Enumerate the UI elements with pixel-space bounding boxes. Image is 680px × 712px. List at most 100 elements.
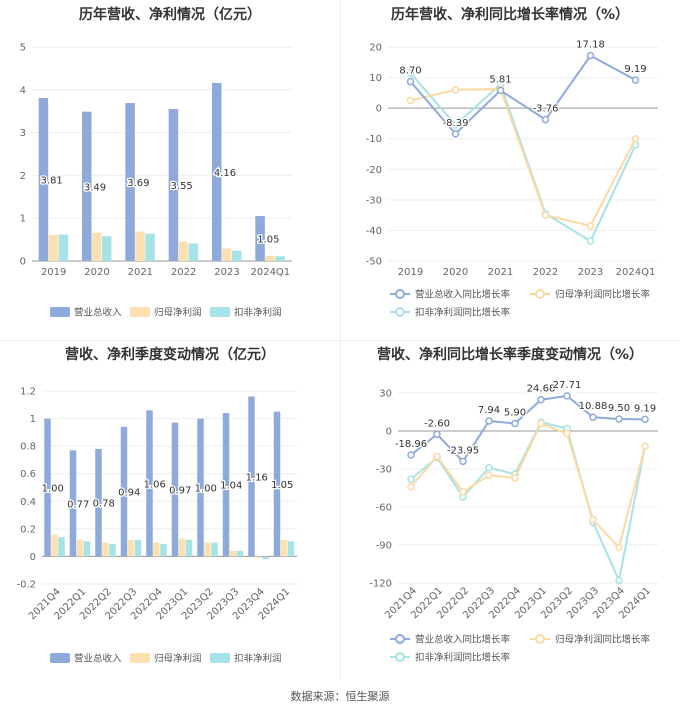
y-tick-label: 1 xyxy=(30,414,36,425)
legend-label: 营业总收入同比增长率 xyxy=(415,289,511,301)
data-point-np_growth xyxy=(407,482,415,491)
bar-revenue xyxy=(168,109,179,261)
bar-net_profit xyxy=(255,556,262,558)
legend-swatch xyxy=(130,653,150,663)
bar-revenue xyxy=(171,422,179,557)
series-line-dp_growth xyxy=(409,72,637,243)
bar-value-label: 4.16 xyxy=(214,168,236,179)
legend-label: 归母净利润同比增长率 xyxy=(555,289,651,301)
y-tick-label: 1 xyxy=(20,214,26,225)
legend-label: 归母净利润同比增长率 xyxy=(555,634,651,646)
bar-value-label: 0.78 xyxy=(93,499,115,510)
legend-label: 扣非净利润同比增长率 xyxy=(415,652,511,664)
bar-net_profit xyxy=(280,539,288,557)
y-tick-label: 0.4 xyxy=(20,497,36,508)
bar-net_profit xyxy=(153,542,160,557)
data-value-label: 17.18 xyxy=(576,40,605,51)
bar-value-label: 3.81 xyxy=(41,175,63,186)
y-tick-label: -60 xyxy=(376,503,392,514)
x-tick-label: 2021 xyxy=(488,267,513,278)
data-point-np_growth xyxy=(615,543,623,552)
bar-revenue xyxy=(248,396,255,557)
bar-net_profit xyxy=(222,248,232,261)
y-tick-label: 0.6 xyxy=(20,469,36,480)
data-point-rev_growth xyxy=(541,115,550,124)
bar-revenue xyxy=(44,418,51,557)
bar-net_profit xyxy=(48,234,59,261)
chart-canvas: 300-30-60-90-1202021Q42022Q12022Q22022Q3… xyxy=(369,379,658,664)
y-tick-label: -40 xyxy=(366,226,382,237)
bar-value-label: 3.69 xyxy=(127,178,149,189)
bar-net_profit xyxy=(265,255,275,261)
series-line-rev_growth xyxy=(410,394,646,463)
bar-revenue xyxy=(146,410,153,557)
data-value-label: -2.60 xyxy=(424,418,450,429)
data-point-rev_growth xyxy=(631,76,640,84)
x-tick-label: 2022 xyxy=(533,267,558,278)
bar-value-label: 1.04 xyxy=(220,481,242,492)
bar-value-label: 0.97 xyxy=(169,486,191,497)
bar-net_profit xyxy=(51,534,58,557)
data-point-np_growth xyxy=(537,419,545,428)
bar-revenue xyxy=(212,82,222,262)
bar-revenue xyxy=(69,450,77,557)
bar-deducted_profit xyxy=(83,541,91,557)
data-point-rev_growth xyxy=(641,415,649,424)
bar-net_profit xyxy=(135,231,145,261)
bar-deducted_profit xyxy=(134,539,142,557)
bar-deducted_profit xyxy=(232,250,242,261)
legend-label: 扣非净利润 xyxy=(234,653,282,665)
x-tick-label: 2019 xyxy=(398,267,423,278)
bar-value-label: 1.05 xyxy=(271,480,293,491)
data-value-label: -23.95 xyxy=(447,445,479,456)
bar-value-label: 3.49 xyxy=(84,182,106,193)
data-value-label: -3.76 xyxy=(533,104,559,115)
bar-net_profit xyxy=(102,542,109,557)
data-value-label: 5.81 xyxy=(489,74,511,85)
y-tick-label: 5 xyxy=(20,43,26,54)
legend-swatch-marker xyxy=(395,634,405,644)
x-tick-label: 2019 xyxy=(41,267,66,278)
y-tick-label: -90 xyxy=(376,541,392,552)
series-line-np_growth xyxy=(410,88,637,227)
bar-value-label: 0.94 xyxy=(118,488,140,499)
x-tick-label: 2023 xyxy=(214,267,239,278)
data-point-rev_growth xyxy=(586,51,595,60)
series-line-np_growth xyxy=(410,422,646,550)
data-value-label: 7.94 xyxy=(478,405,500,416)
y-tick-label: 3 xyxy=(20,128,26,139)
annual-growth-rate-chart: 历年营收、净利同比增长率情况（%） 20 10 0 -10 -20 -30 -40 -50 20… xyxy=(340,0,680,340)
data-point-np_growth xyxy=(586,222,595,230)
annual-revenue-profit-chart: 历年营收、净利情况（亿元） 0 1 2 3 4 5 2019 2020 2021 2022 2023… xyxy=(0,0,340,340)
bar-deducted_profit xyxy=(109,544,116,557)
legend-swatch-marker xyxy=(535,634,545,644)
data-point-rev_growth xyxy=(433,430,441,439)
bar-net_profit xyxy=(127,539,135,557)
bar-revenue xyxy=(255,216,265,261)
legend-label: 营业总收入 xyxy=(74,653,122,665)
legend-swatch xyxy=(50,307,70,317)
legend-swatch-marker xyxy=(395,307,405,317)
legend-label: 营业总收入同比增长率 xyxy=(415,634,511,646)
y-tick-label: -0.2 xyxy=(16,580,36,591)
chart-canvas: 20 10 0 -10 -20 -30 -40 -50 2019 2020 2021 2022 2023… xyxy=(366,38,658,319)
bar-revenue xyxy=(197,418,204,557)
data-value-label: 8.70 xyxy=(399,66,421,77)
bar-net_profit xyxy=(229,550,237,557)
x-tick-label: 2023 xyxy=(578,267,603,278)
y-tick-label: 2 xyxy=(20,171,26,182)
data-value-label: 5.90 xyxy=(504,408,526,419)
bar-deducted_profit xyxy=(160,544,167,557)
bar-deducted_profit xyxy=(102,236,112,261)
chart-title: 营收、净利季度变动情况（亿元） xyxy=(65,347,275,363)
chart-title: 营收、净利同比增长率季度变动情况（%） xyxy=(376,347,644,363)
data-point-np_growth xyxy=(511,474,519,482)
bar-deducted_profit xyxy=(262,556,269,560)
bar-value-label: 1.00 xyxy=(42,484,64,495)
data-point-rev_growth xyxy=(406,77,415,86)
data-point-rev_growth xyxy=(615,415,623,423)
series-line-rev_growth xyxy=(409,54,636,136)
data-value-label: 9.19 xyxy=(624,64,646,75)
y-tick-label: 0.8 xyxy=(20,442,36,453)
quarterly-revenue-profit-chart: 营收、净利季度变动情况（亿元） 1.2 1 0.8 0.6 0.4 0.2 0 -0.2 202… xyxy=(0,340,340,680)
